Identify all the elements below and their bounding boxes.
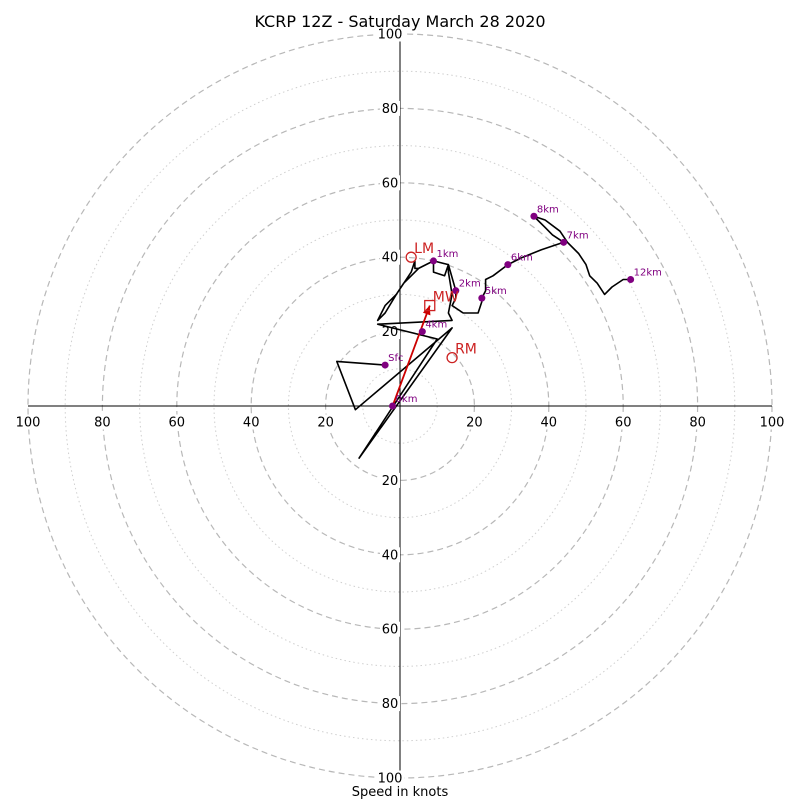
x-tick-label: 40 (541, 416, 558, 431)
x-tick-label: 40 (243, 416, 260, 431)
x-tick-label-bg (464, 414, 485, 430)
y-tick-label: 60 (382, 176, 399, 191)
y-tick-label: 80 (382, 697, 399, 712)
x-tick-label-bg (687, 414, 708, 430)
storm-motion-label-MW: MW (433, 290, 459, 306)
x-tick-label-bg (92, 414, 113, 430)
y-tick-label-bg (380, 100, 400, 116)
height-markers: Sfc 0km 1km 2km 4km 5km 6km 7km 8km 12km (381, 204, 662, 410)
chart-title: KCRP 12Z - Saturday March 28 2020 (254, 12, 545, 31)
x-tick-label: 80 (94, 416, 111, 431)
y-tick-label-bg (376, 26, 404, 42)
y-tick-label-bg (380, 696, 400, 712)
height-marker-7km (560, 238, 568, 246)
height-marker-1km (429, 257, 437, 265)
x-tick-label: 100 (16, 416, 41, 431)
x-tick-label-bg (241, 414, 262, 430)
height-marker-4km (418, 328, 426, 336)
y-tick-label-bg (376, 770, 404, 786)
height-label-Sfc: Sfc (388, 353, 403, 364)
y-tick-label-bg (380, 547, 400, 563)
tick-labels: 100 80 60 40 20 20 40 60 80 100100806040202040608… (14, 26, 786, 787)
x-axis-label: Speed in knots (352, 785, 449, 800)
y-tick-label-bg (380, 175, 400, 191)
mean-wind-vector (391, 305, 431, 407)
y-tick-label-bg (380, 621, 400, 637)
height-marker-0km (389, 402, 397, 410)
y-tick-label: 100 (378, 772, 403, 787)
storm-motion-label-RM: RM (455, 342, 477, 358)
x-tick-label: 100 (760, 416, 785, 431)
storm-motion-MW (424, 299, 436, 312)
height-marker-8km (530, 212, 538, 220)
x-tick-label: 60 (169, 416, 186, 431)
y-tick-label: 40 (382, 251, 399, 266)
y-tick-label: 40 (382, 548, 399, 563)
storm-motion-LM (405, 251, 417, 263)
x-tick-label-bg (166, 414, 187, 430)
x-tick-label: 20 (317, 416, 334, 431)
height-label-2km: 2km (459, 279, 481, 290)
axes (28, 34, 772, 778)
height-label-12km: 12km (634, 268, 662, 279)
height-label-4km: 4km (425, 320, 447, 331)
y-tick-label: 60 (382, 623, 399, 638)
x-tick-label: 20 (466, 416, 483, 431)
height-label-0km: 0km (396, 394, 418, 405)
storm-motion-label-LM: LM (414, 241, 434, 257)
x-tick-label-bg (538, 414, 559, 430)
y-tick-label: 80 (382, 102, 399, 117)
height-label-7km: 7km (567, 230, 589, 241)
x-tick-label-bg (14, 414, 42, 430)
y-tick-label-bg (380, 472, 400, 488)
height-marker-5km (478, 294, 486, 302)
x-tick-label-bg (613, 414, 634, 430)
x-tick-label: 80 (689, 416, 706, 431)
x-tick-label: 60 (615, 416, 632, 431)
storm-motion-RM (446, 351, 458, 364)
y-tick-label-bg (380, 249, 400, 265)
height-marker-6km (504, 261, 512, 269)
y-tick-label: 100 (378, 28, 403, 43)
x-tick-label-bg (315, 414, 336, 430)
storm-motion-markers: LM MW RM (405, 241, 477, 364)
height-marker-12km (627, 276, 635, 284)
height-label-1km: 1km (436, 249, 458, 260)
y-tick-label: 20 (382, 474, 399, 489)
height-label-5km: 5km (485, 286, 507, 297)
x-tick-label-bg (758, 414, 786, 430)
height-marker-2km (452, 287, 460, 295)
height-label-6km: 6km (511, 253, 533, 264)
height-marker-Sfc (381, 361, 389, 369)
height-label-8km: 8km (537, 204, 559, 215)
